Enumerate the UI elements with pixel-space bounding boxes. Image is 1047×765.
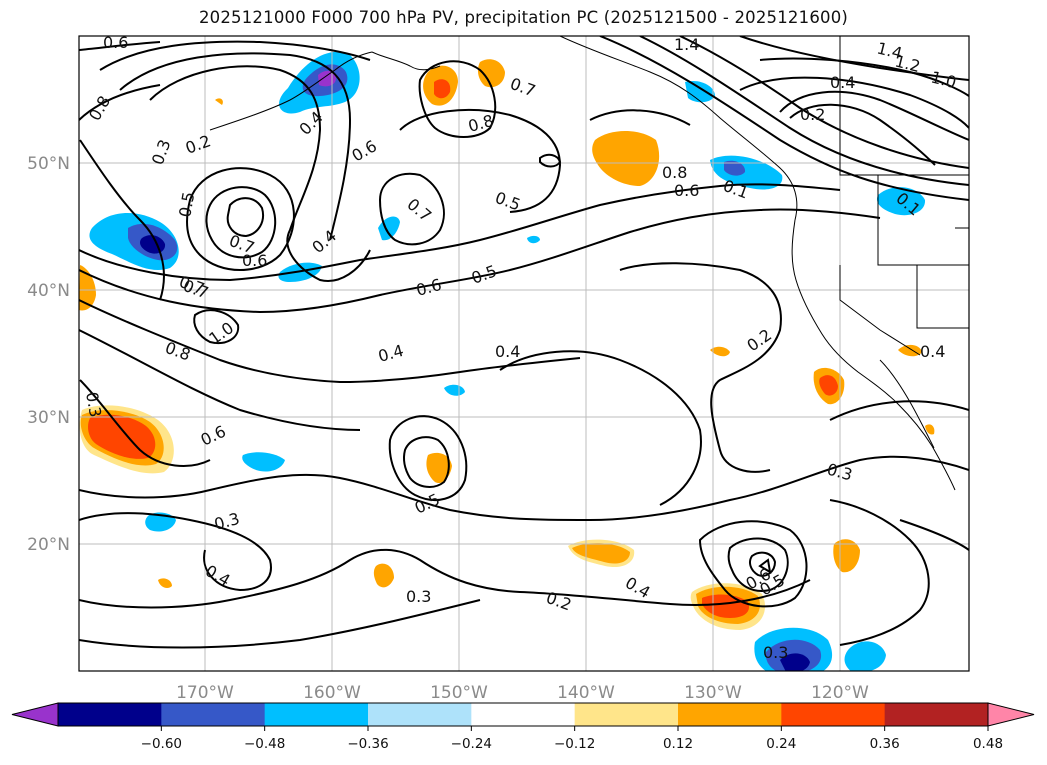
latitude-label: 20°N <box>27 535 70 555</box>
colorbar-tick-label: 0.48 <box>973 736 1003 752</box>
chart-title: 2025121000 F000 700 hPa PV, precipitatio… <box>198 8 849 27</box>
colorbar-segment <box>161 703 266 726</box>
contour-label: 0.4 <box>495 342 520 361</box>
contour-label: 0.4 <box>920 342 945 361</box>
map-panel: 0.6 1.4 1.4 1.2 1.0 0.4 0.2 0.8 0.7 0.8 … <box>79 33 969 671</box>
longitude-label: 170°W <box>176 683 234 703</box>
longitude-label: 150°W <box>430 683 488 703</box>
longitude-label: 120°W <box>811 683 869 703</box>
longitude-label: 130°W <box>684 683 742 703</box>
colorbar-segment <box>781 703 886 726</box>
colorbar-segment <box>471 703 576 726</box>
longitude-label: 160°W <box>303 683 361 703</box>
pv-contours <box>79 36 969 649</box>
longitude-label: 140°W <box>557 683 615 703</box>
colorbar-outline <box>57 702 989 727</box>
colorbar-extend-low <box>11 702 59 727</box>
longitude-axis: 170°W 160°W 150°W 140°W 130°W 120°W <box>176 683 869 703</box>
colorbar-tick-label: −0.48 <box>244 736 285 752</box>
contour-label: 1.4 <box>674 35 699 54</box>
contour-label: 0.4 <box>830 73 855 92</box>
contour-label: 0.5 <box>175 190 198 218</box>
colorbar: −0.60 −0.48 −0.36 −0.24 −0.12 0.12 0.24 0.36 0.4… <box>11 702 1035 752</box>
contour-label: 0.6 <box>674 181 699 200</box>
colorbar-tick-label: −0.36 <box>347 736 388 752</box>
colorbar-extend-high <box>987 702 1035 727</box>
contour-label: 0.6 <box>103 33 128 52</box>
colorbar-segment <box>368 703 472 726</box>
contour-label: 0.3 <box>82 390 105 418</box>
contour-label: 0.2 <box>800 105 825 124</box>
coastlines <box>209 36 969 491</box>
colorbar-segment <box>264 703 369 726</box>
contour-label: 0.6 <box>242 251 267 270</box>
map-border <box>78 35 970 672</box>
latitude-label: 50°N <box>27 154 70 174</box>
colorbar-tick-label: −0.24 <box>451 736 492 752</box>
contour-label: 0.3 <box>763 643 788 662</box>
contour-label: 0.3 <box>406 587 431 606</box>
colorbar-tick-label: −0.12 <box>554 736 595 752</box>
colorbar-tick-label: −0.60 <box>141 736 182 752</box>
colorbar-segment <box>884 703 989 726</box>
latitude-label: 30°N <box>27 408 70 428</box>
latitude-label: 40°N <box>27 281 70 301</box>
colorbar-segment <box>58 703 162 726</box>
colorbar-tick-label: 0.12 <box>663 736 693 752</box>
colorbar-segment <box>574 703 679 726</box>
latitude-axis: 50°N 40°N 30°N 20°N <box>27 154 70 555</box>
contour-label: 0.8 <box>662 163 687 182</box>
colorbar-tick-label: 0.36 <box>870 736 900 752</box>
colorbar-segment <box>678 703 782 726</box>
colorbar-tick-label: 0.24 <box>766 736 796 752</box>
